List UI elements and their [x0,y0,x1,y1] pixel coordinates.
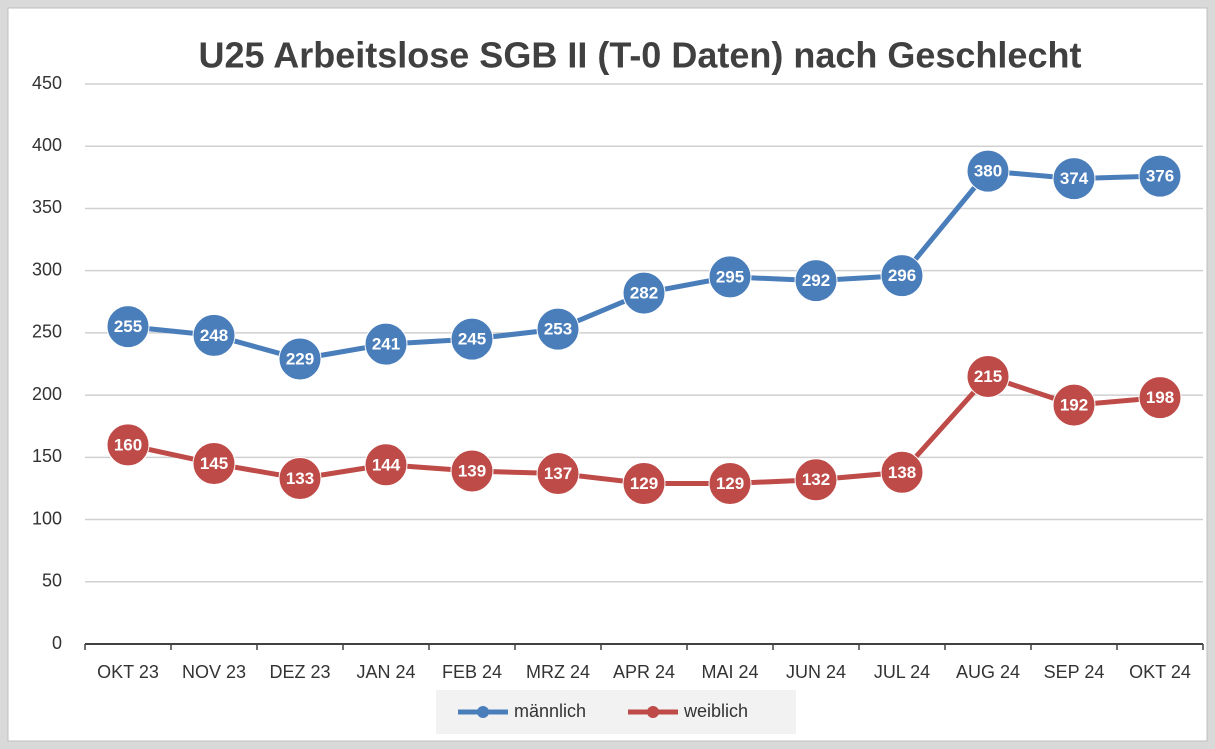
marker [192,442,236,486]
data-label: 129 [716,474,744,493]
legend-marker [647,706,659,718]
y-tick-label: 450 [32,73,62,93]
x-tick-label: DEZ 23 [269,662,330,682]
marker [106,305,150,349]
marker [794,458,838,502]
marker [966,354,1010,398]
legend-label: weiblich [683,701,748,721]
legend-label: männlich [514,701,586,721]
marker [880,450,924,494]
y-tick-label: 0 [52,633,62,653]
data-label: 132 [802,470,830,489]
data-label: 145 [200,454,228,473]
marker [278,456,322,500]
marker [794,259,838,303]
x-tick-label: OKT 23 [97,662,159,682]
x-tick-label: SEP 24 [1044,662,1105,682]
data-label: 241 [372,335,400,354]
marker [278,337,322,381]
x-tick-label: JUL 24 [874,662,930,682]
data-label: 215 [974,367,1002,386]
y-tick-label: 50 [42,571,62,591]
x-tick-label: AUG 24 [956,662,1020,682]
data-label: 139 [458,462,486,481]
data-label: 144 [372,455,401,474]
marker [364,322,408,366]
marker [966,149,1010,193]
marker [364,443,408,487]
chart-title: U25 Arbeitslose SGB II (T-0 Daten) nach … [199,35,1082,76]
y-tick-label: 200 [32,384,62,404]
marker [1138,376,1182,420]
x-tick-label: OKT 24 [1129,662,1191,682]
data-label: 248 [200,326,228,345]
marker [708,461,752,505]
x-tick-label: NOV 23 [182,662,246,682]
marker [1138,154,1182,198]
data-label: 296 [888,266,916,285]
legend-marker [477,706,489,718]
marker [708,255,752,299]
data-label: 255 [114,317,142,336]
marker [536,307,580,351]
marker [450,317,494,361]
chart-area [7,7,1208,742]
data-label: 376 [1146,167,1174,186]
data-label: 137 [544,464,572,483]
x-tick-label: MRZ 24 [526,662,590,682]
marker [450,449,494,493]
data-label: 253 [544,320,572,339]
data-label: 292 [802,271,830,290]
marker [106,423,150,467]
data-label: 198 [1146,388,1174,407]
y-tick-label: 350 [32,197,62,217]
data-label: 295 [716,267,744,286]
data-label: 374 [1060,169,1089,188]
data-label: 192 [1060,396,1088,415]
x-tick-label: JUN 24 [786,662,846,682]
x-tick-label: FEB 24 [442,662,502,682]
marker [1052,383,1096,427]
marker [880,254,924,298]
x-tick-label: MAI 24 [701,662,758,682]
marker [622,461,666,505]
data-label: 138 [888,463,916,482]
x-tick-label: APR 24 [613,662,675,682]
data-label: 229 [286,350,314,369]
data-label: 245 [458,330,486,349]
data-label: 129 [630,474,658,493]
x-tick-label: JAN 24 [356,662,415,682]
marker [192,313,236,357]
marker [1052,157,1096,201]
y-tick-label: 300 [32,259,62,279]
marker [622,271,666,315]
y-tick-label: 400 [32,135,62,155]
data-label: 282 [630,284,658,303]
data-label: 133 [286,469,314,488]
marker [536,452,580,496]
data-label: 160 [114,435,142,454]
y-tick-label: 250 [32,322,62,342]
y-tick-label: 150 [32,446,62,466]
y-tick-label: 100 [32,508,62,528]
data-label: 380 [974,162,1002,181]
